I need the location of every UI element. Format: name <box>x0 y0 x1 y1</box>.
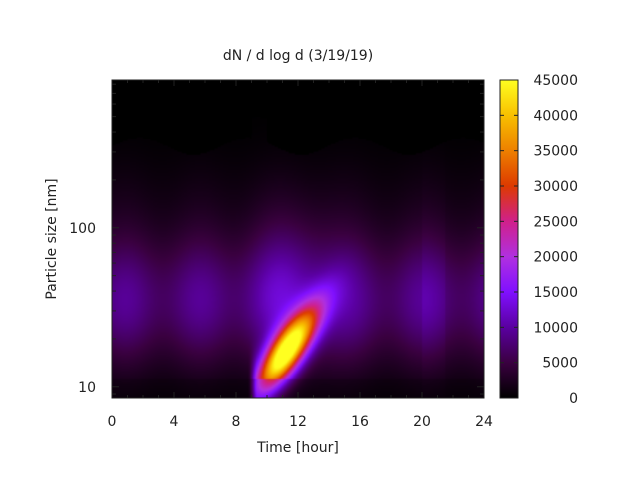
x-tick-label: 0 <box>108 414 117 430</box>
heatmap-image <box>112 80 484 398</box>
x-axis: 0 4 8 12 16 20 24 <box>108 80 493 430</box>
y-tick-label: 100 <box>69 221 96 237</box>
y-tick-label: 10 <box>78 380 96 396</box>
colorbar-tick-label: 5000 <box>542 356 578 372</box>
colorbar-tick-label: 10000 <box>533 320 578 336</box>
colorbar-tick-label: 45000 <box>533 73 578 89</box>
colorbar: 0 5000 10000 15000 20000 25000 30000 35000 40000… <box>499 73 578 407</box>
colorbar-tick-label: 40000 <box>533 108 578 124</box>
colorbar-axis: 0 5000 10000 15000 20000 25000 30000 35000 40000… <box>500 73 578 407</box>
x-tick-label: 24 <box>475 414 493 430</box>
x-tick-label: 4 <box>170 414 179 430</box>
y-axis-label: Particle size [nm] <box>44 178 60 299</box>
y-axis: 10 100 <box>69 83 484 396</box>
plot-area <box>111 79 485 399</box>
x-tick-label: 12 <box>289 414 307 430</box>
chart-title: dN / d log d (3/19/19) <box>223 48 373 64</box>
colorbar-tick-label: 25000 <box>533 214 578 230</box>
x-tick-label: 8 <box>232 414 241 430</box>
x-axis-label: Time [hour] <box>256 440 339 456</box>
colorbar-gradient <box>499 79 519 399</box>
x-tick-label: 16 <box>351 414 369 430</box>
colorbar-tick-label: 0 <box>569 391 578 407</box>
colorbar-tick-label: 35000 <box>533 144 578 160</box>
colorbar-tick-label: 15000 <box>533 285 578 301</box>
x-tick-label: 20 <box>413 414 431 430</box>
colorbar-tick-label: 30000 <box>533 179 578 195</box>
colorbar-tick-label: 20000 <box>533 250 578 266</box>
